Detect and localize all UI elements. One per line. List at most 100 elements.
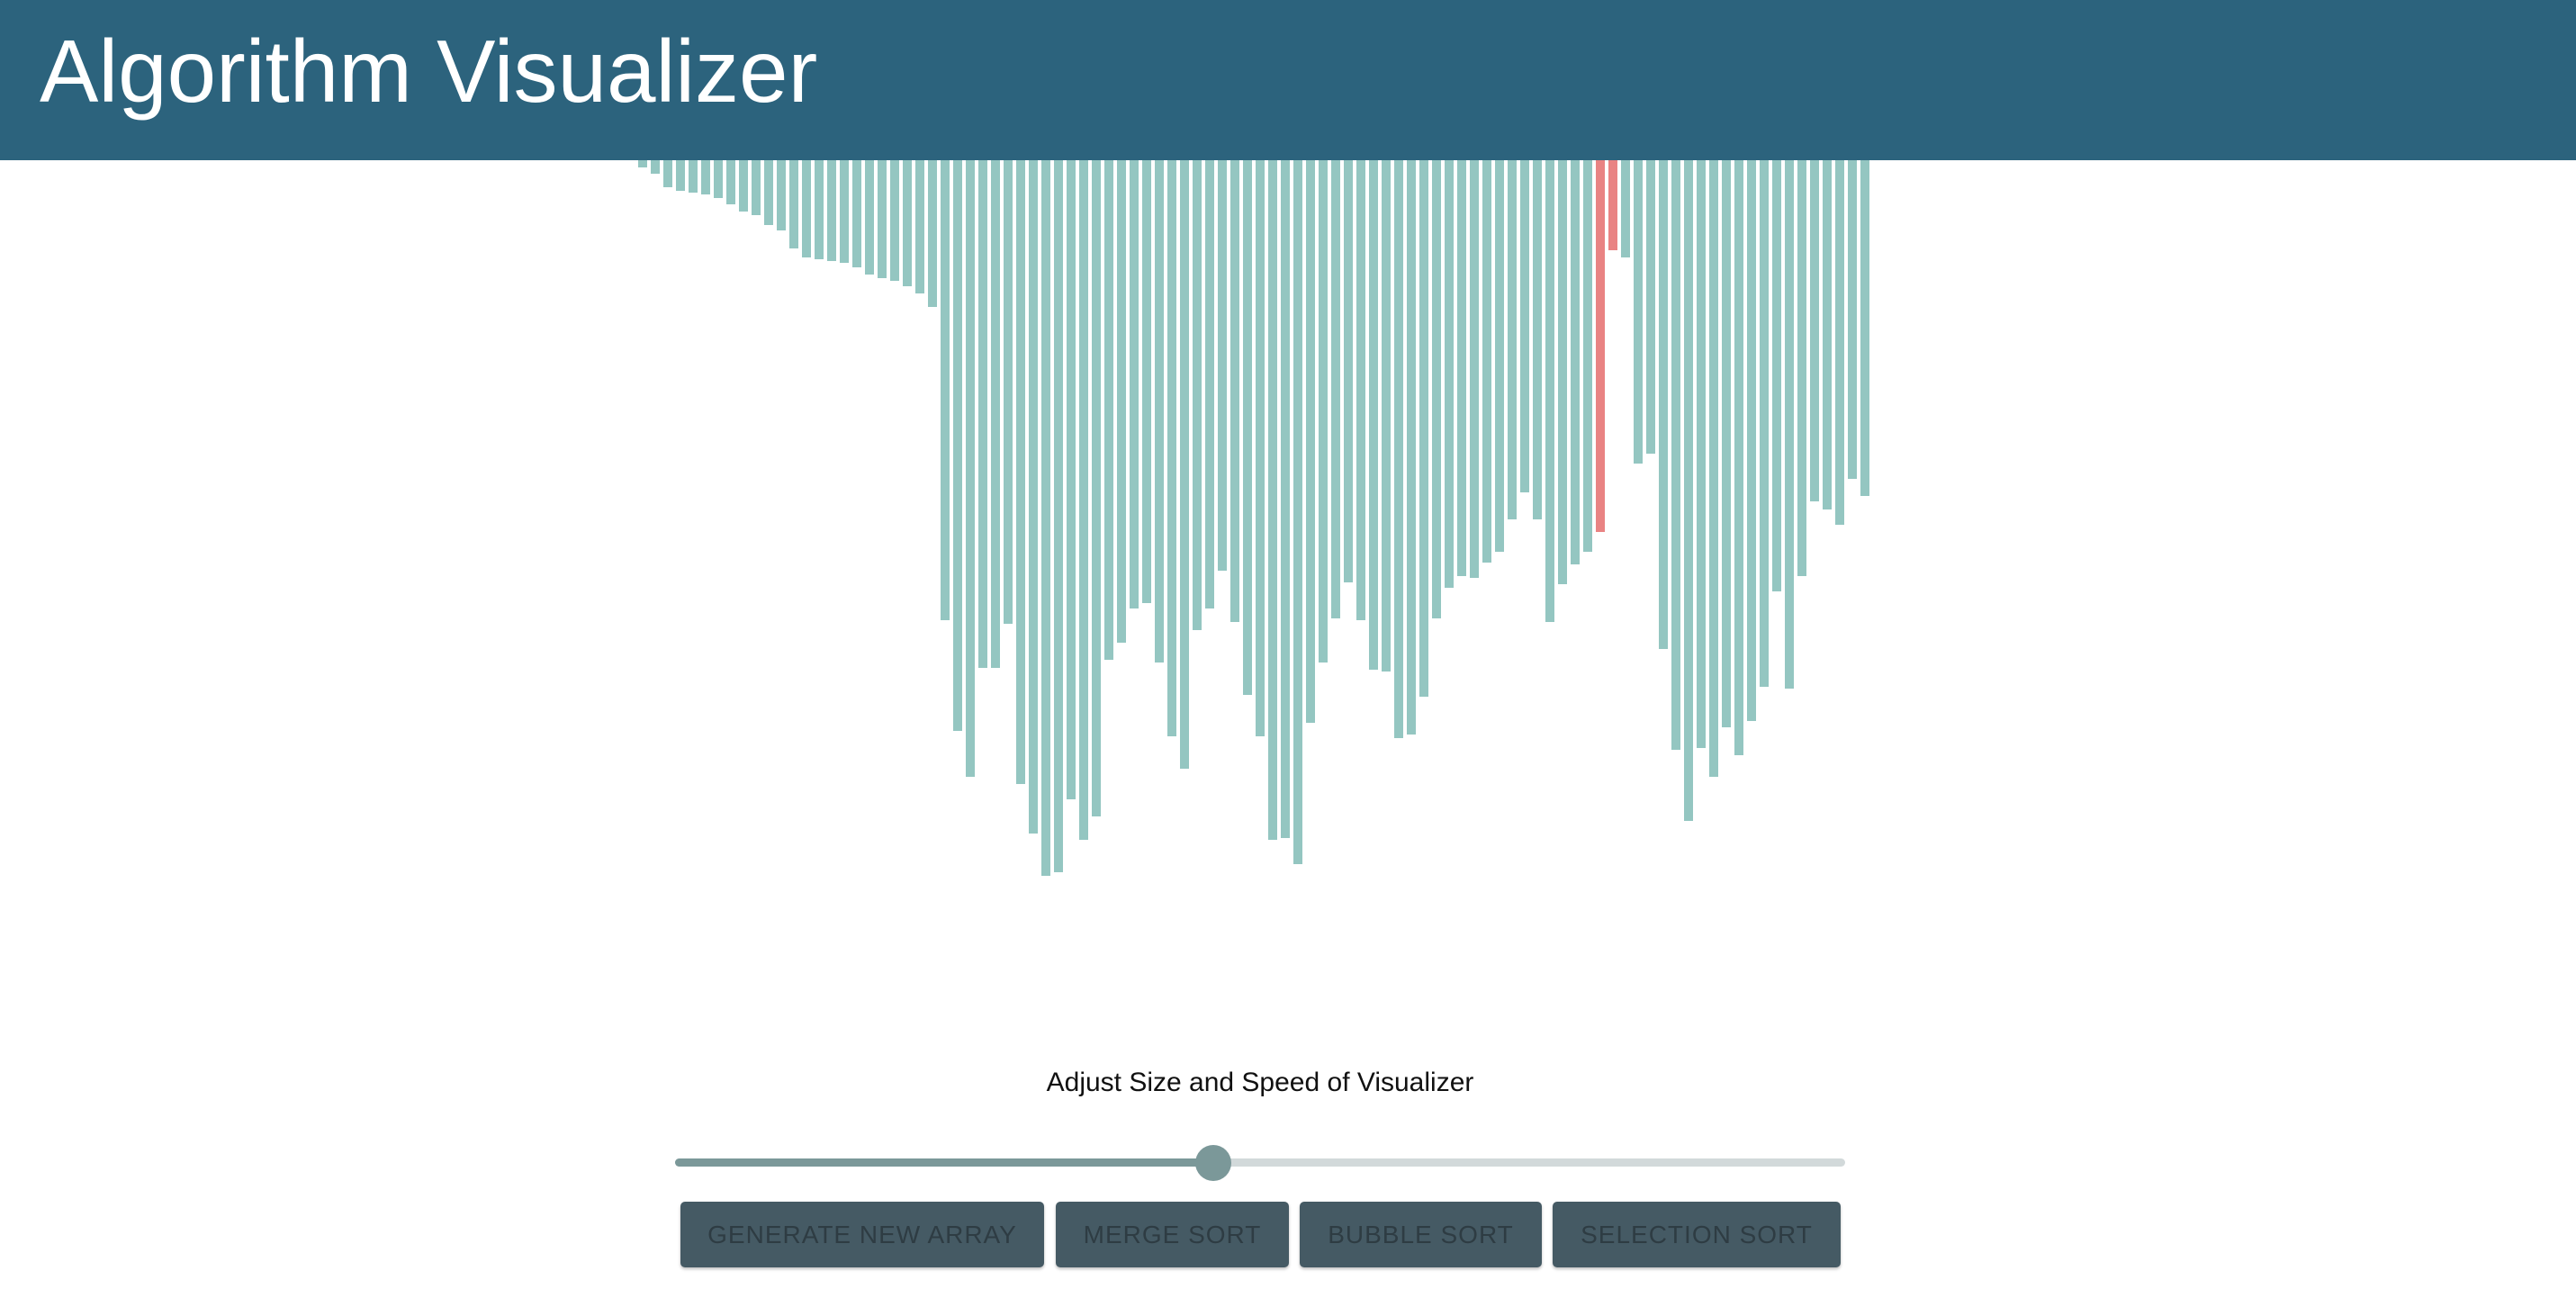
array-bar bbox=[1508, 160, 1517, 519]
array-bar bbox=[638, 160, 647, 167]
array-bar bbox=[1256, 160, 1265, 736]
array-bar bbox=[890, 160, 899, 281]
array-bar bbox=[1079, 160, 1088, 840]
array-bar bbox=[1684, 160, 1693, 821]
array-bar bbox=[1407, 160, 1416, 735]
array-bar bbox=[865, 160, 874, 275]
array-bar bbox=[1457, 160, 1466, 576]
array-bar bbox=[1747, 160, 1756, 721]
array-bar bbox=[1760, 160, 1769, 687]
array-bar bbox=[1659, 160, 1668, 649]
array-bar bbox=[915, 160, 924, 293]
app-header: Algorithm Visualizer bbox=[0, 0, 2576, 160]
array-bar bbox=[1230, 160, 1239, 622]
array-bar bbox=[764, 160, 773, 225]
array-bar bbox=[1722, 160, 1731, 727]
array-bar bbox=[1344, 160, 1353, 582]
array-bar bbox=[651, 160, 660, 174]
generate-new-array-button[interactable]: GENERATE NEW ARRAY bbox=[680, 1202, 1044, 1267]
array-bar bbox=[1470, 160, 1479, 578]
array-bar bbox=[1293, 160, 1302, 864]
array-bar bbox=[1646, 160, 1655, 454]
array-bar bbox=[1697, 160, 1706, 748]
array-bar bbox=[1848, 160, 1857, 479]
array-bar bbox=[903, 160, 912, 286]
array-bar bbox=[1621, 160, 1630, 257]
slider-fill bbox=[675, 1158, 1213, 1167]
array-bar bbox=[1482, 160, 1491, 563]
merge-sort-button[interactable]: MERGE SORT bbox=[1056, 1202, 1289, 1267]
array-bar bbox=[1054, 160, 1063, 872]
array-bar bbox=[1634, 160, 1643, 464]
array-bar bbox=[1016, 160, 1025, 784]
array-bar bbox=[1734, 160, 1743, 755]
array-bar bbox=[1835, 160, 1844, 525]
array-bar bbox=[1495, 160, 1504, 552]
array-bar bbox=[1117, 160, 1126, 643]
array-bar bbox=[1823, 160, 1832, 509]
array-bar bbox=[953, 160, 962, 731]
array-bar bbox=[1533, 160, 1542, 519]
array-bar bbox=[941, 160, 950, 620]
array-bar bbox=[1596, 160, 1605, 532]
array-bar bbox=[802, 160, 811, 257]
array-bar bbox=[840, 160, 849, 263]
array-bar bbox=[991, 160, 1000, 668]
bubble-sort-button[interactable]: BUBBLE SORT bbox=[1300, 1202, 1542, 1267]
array-bar bbox=[1041, 160, 1050, 876]
array-bar bbox=[1306, 160, 1315, 723]
array-bar bbox=[1104, 160, 1113, 660]
array-bar bbox=[701, 160, 710, 194]
array-bar bbox=[1155, 160, 1164, 663]
array-bar bbox=[1205, 160, 1214, 608]
array-bar bbox=[1092, 160, 1101, 816]
array-bar bbox=[1130, 160, 1139, 608]
array-bar bbox=[852, 160, 861, 267]
array-bar bbox=[663, 160, 672, 187]
array-bar bbox=[1772, 160, 1781, 591]
array-bar bbox=[1797, 160, 1806, 576]
array-bar bbox=[1331, 160, 1340, 618]
array-bar bbox=[1243, 160, 1252, 695]
array-bar bbox=[1608, 160, 1617, 250]
array-bar bbox=[1281, 160, 1290, 838]
array-bar bbox=[777, 160, 786, 230]
array-bar bbox=[689, 160, 698, 193]
array-bar bbox=[1218, 160, 1227, 571]
selection-sort-button[interactable]: SELECTION SORT bbox=[1553, 1202, 1841, 1267]
array-bar bbox=[1432, 160, 1441, 618]
array-bar bbox=[752, 160, 761, 215]
array-bar bbox=[978, 160, 987, 668]
array-bar bbox=[1268, 160, 1277, 840]
size-speed-slider[interactable] bbox=[675, 1145, 1845, 1181]
array-bar bbox=[726, 160, 735, 204]
slider-track[interactable] bbox=[675, 1158, 1845, 1167]
array-bar bbox=[1369, 160, 1378, 670]
array-bar bbox=[1709, 160, 1718, 777]
array-bar bbox=[1571, 160, 1580, 564]
array-bar bbox=[1785, 160, 1794, 689]
array-bar bbox=[928, 160, 937, 307]
array-bar bbox=[815, 160, 824, 259]
array-bar bbox=[827, 160, 836, 261]
array-bar bbox=[1671, 160, 1680, 750]
array-bar bbox=[1142, 160, 1151, 603]
bar-visualizer bbox=[0, 160, 2576, 934]
array-bar bbox=[1558, 160, 1567, 584]
array-bar bbox=[1545, 160, 1554, 622]
slider-thumb[interactable] bbox=[1195, 1145, 1231, 1181]
array-bar bbox=[1180, 160, 1189, 769]
array-bar bbox=[1029, 160, 1038, 834]
array-bar bbox=[1356, 160, 1365, 620]
array-bar bbox=[714, 160, 723, 198]
array-bar bbox=[1394, 160, 1403, 738]
array-bar bbox=[1319, 160, 1328, 663]
controls-label: Adjust Size and Speed of Visualizer bbox=[1046, 1068, 1474, 1097]
array-bar bbox=[1067, 160, 1076, 799]
array-bar bbox=[1860, 160, 1869, 496]
array-bar bbox=[1520, 160, 1529, 492]
array-bar bbox=[1419, 160, 1428, 697]
array-bar bbox=[739, 160, 748, 212]
array-bar bbox=[1193, 160, 1202, 630]
array-bar bbox=[1583, 160, 1592, 552]
